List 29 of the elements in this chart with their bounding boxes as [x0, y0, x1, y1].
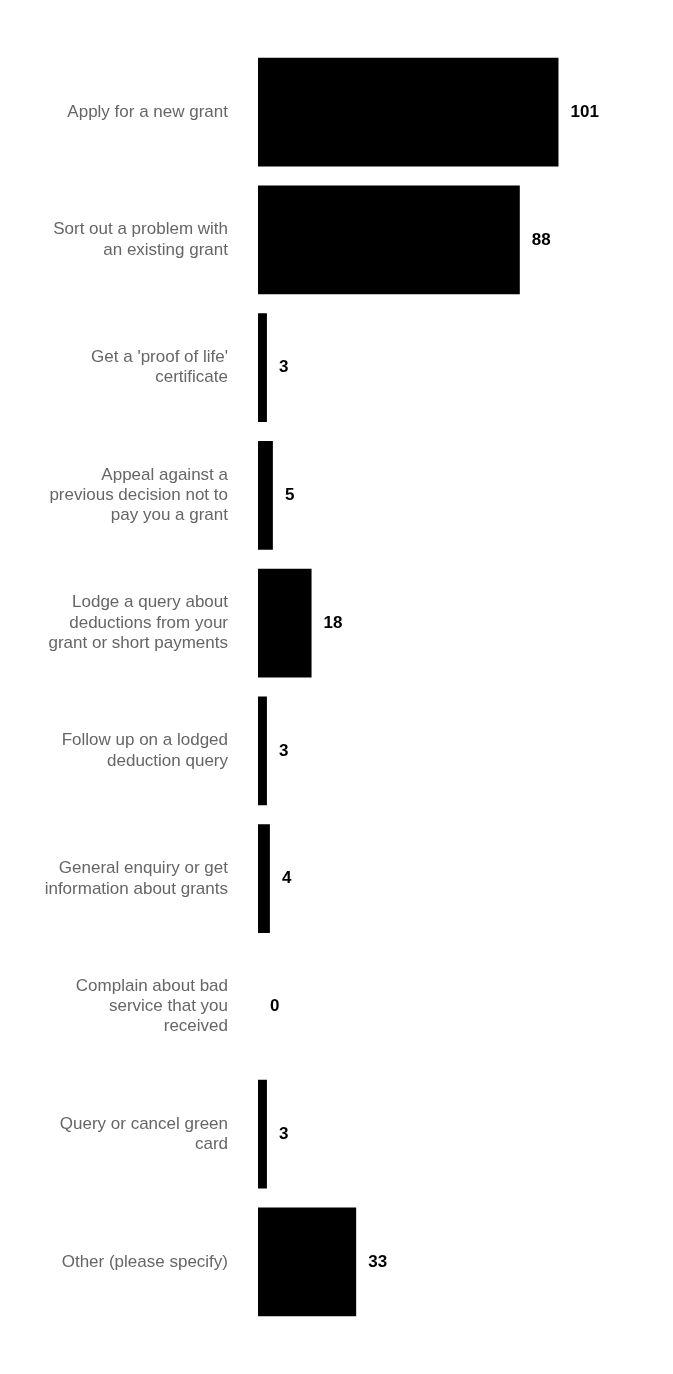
bar	[258, 57, 559, 167]
y-tick-label: Follow up on a lodged deduction query	[61, 730, 229, 770]
bar	[258, 1079, 267, 1189]
bar	[258, 568, 312, 678]
y-tick-label: Complain about bad service that you received	[75, 975, 228, 1036]
data-label: 3	[278, 357, 289, 377]
bar	[258, 441, 273, 550]
data-label: 5	[284, 485, 295, 505]
y-tick-label: Get a 'proof of life' certificate	[91, 347, 228, 387]
data-label: 0	[270, 996, 280, 1016]
bar	[258, 824, 270, 933]
bar	[258, 185, 520, 295]
bar	[258, 313, 267, 422]
data-label: 4	[281, 868, 292, 888]
data-label: 33	[368, 1251, 388, 1271]
y-tick-label: Lodge a query about deductions from your grant or short payments	[48, 592, 229, 653]
data-label: 101	[570, 101, 599, 121]
y-tick-label: Sort out a problem with an existing grant	[53, 219, 229, 259]
data-label: 3	[278, 740, 289, 760]
data-label: 18	[323, 612, 343, 632]
y-tick-label: Apply for a new grant	[67, 101, 229, 121]
y-tick-label: General enquiry or get information about grants	[44, 858, 229, 898]
bar	[258, 1207, 357, 1317]
y-tick-label: Appeal against a previous decision not to pay you a grant	[49, 464, 229, 525]
data-label: 88	[531, 229, 551, 249]
y-tick-label: Query or cancel green card	[59, 1113, 228, 1154]
y-tick-label: Other (please specify)	[61, 1251, 228, 1271]
data-label: 3	[278, 1123, 289, 1143]
bar	[258, 696, 267, 806]
